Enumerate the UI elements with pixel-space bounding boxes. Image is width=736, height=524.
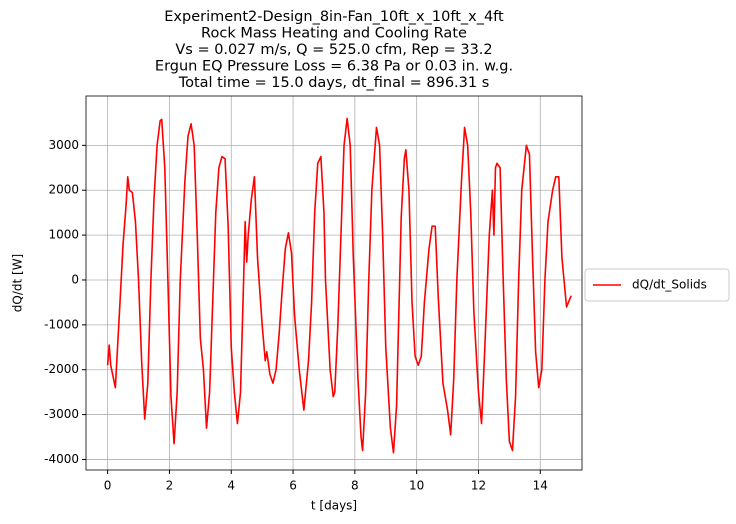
title-line: Rock Mass Heating and Cooling Rate bbox=[201, 26, 467, 42]
plot-frame bbox=[85, 95, 583, 471]
x-tick-label: 2 bbox=[166, 479, 174, 493]
x-axis-label: t [days] bbox=[311, 499, 357, 513]
y-tick-label: 3000 bbox=[48, 138, 79, 152]
legend-box bbox=[584, 268, 730, 302]
title-line: Ergun EQ Pressure Loss = 6.38 Pa or 0.03… bbox=[155, 59, 513, 75]
title: Experiment2-Design_8in-Fan_10ft_x_10ft_x… bbox=[155, 9, 513, 91]
x-tick-label: 8 bbox=[351, 479, 359, 493]
y-tick-label: 2000 bbox=[48, 183, 79, 197]
x-tick-label: 14 bbox=[533, 479, 548, 493]
y-tick-label: -3000 bbox=[44, 407, 79, 421]
y-tick-label: 1000 bbox=[48, 228, 79, 242]
title-line: Vs = 0.027 m/s, Q = 525.0 cfm, Rep = 33.… bbox=[175, 42, 492, 58]
legend-label: dQ/dt_Solids bbox=[632, 278, 707, 292]
y-tick-label: -2000 bbox=[44, 362, 79, 376]
y-axis-label: dQ/dt [W] bbox=[11, 254, 25, 312]
x-tick-label: 4 bbox=[227, 479, 235, 493]
y-tick-label: -1000 bbox=[44, 317, 79, 331]
data-line bbox=[106, 117, 572, 454]
title-line: Experiment2-Design_8in-Fan_10ft_x_10ft_x… bbox=[164, 9, 504, 25]
x-tick-label: 10 bbox=[409, 479, 424, 493]
x-tick-label: 12 bbox=[471, 479, 486, 493]
y-tick-label: 0 bbox=[71, 272, 79, 286]
x-tick-label: 0 bbox=[104, 479, 112, 493]
x-tick-label: 6 bbox=[289, 479, 297, 493]
title-line: Total time = 15.0 days, dt_final = 896.3… bbox=[178, 75, 490, 91]
y-tick-label: -4000 bbox=[44, 452, 79, 466]
